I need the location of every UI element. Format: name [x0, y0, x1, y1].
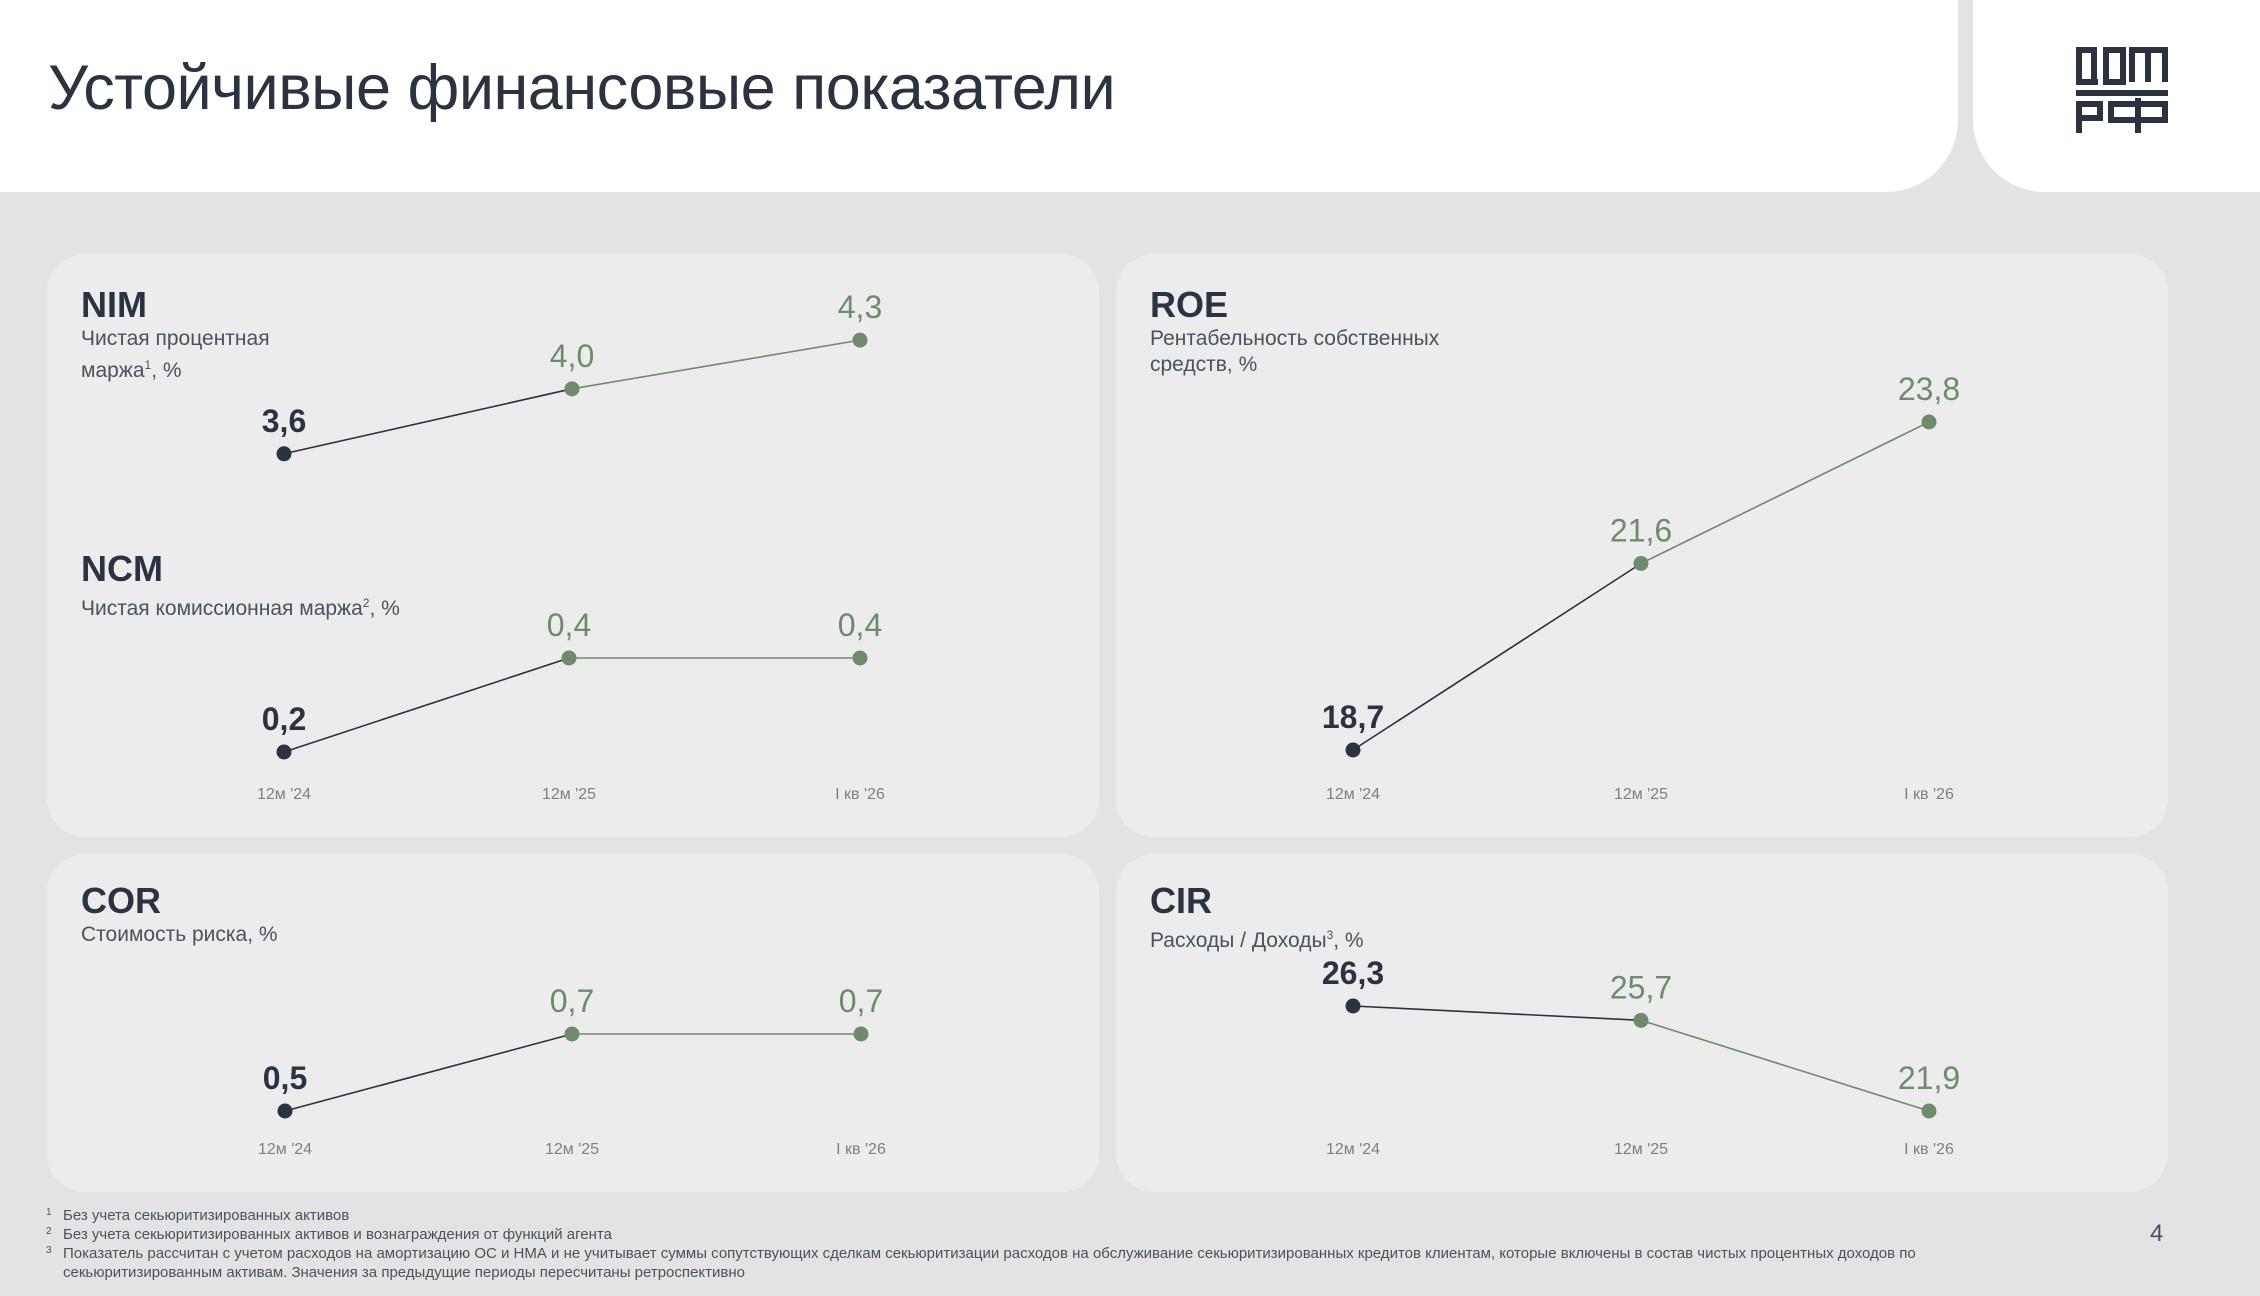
ncm-chart: 0,2 12м '24 0,4 12м '25 0,4 I кв '26 — [257, 607, 885, 803]
nim-subtitle: Чистая процентная маржа1, % — [81, 326, 321, 384]
roe-value-label-1: 21,6 — [1610, 512, 1672, 548]
ncm-x-tick-0: 12м '24 — [257, 786, 311, 803]
cir-chart: 26,3 12м '24 25,7 12м '25 21,9 I кв '26 — [1322, 955, 1960, 1158]
nim-value-label-0: 3,6 — [262, 403, 306, 439]
footnote-2: 2 Без учета секьюритизированных активов и… — [46, 1225, 2046, 1244]
ncm-x-tick-2: I кв '26 — [835, 786, 885, 803]
roe-chart: 18,7 12м '24 21,6 12м '25 23,8 I кв '26 — [1322, 371, 1960, 803]
cir-point-2 — [1921, 1103, 1937, 1119]
cir-subtitle-unit: , % — [1333, 929, 1364, 952]
cir-title: CIR — [1150, 880, 1212, 921]
ncm-subtitle-text: Чистая комиссионная маржа — [81, 597, 363, 620]
nim-segment-0 — [283, 388, 573, 455]
cir-card: CIR Расходы / Доходы3, % 26,3 12м '24 25,7… — [1116, 854, 2168, 1192]
ncm-segment-0 — [283, 657, 570, 753]
roe-x-tick-0: 12м '24 — [1326, 786, 1380, 803]
cir-segment-0 — [1352, 1005, 1642, 1022]
cor-x-tick-2: I кв '26 — [836, 1141, 886, 1158]
ncm-point-0 — [276, 744, 292, 760]
nim-segment-1 — [571, 339, 861, 390]
nim-point-0 — [276, 446, 292, 462]
ncm-value-label-2: 0,4 — [838, 607, 882, 643]
footnote-number: 2 — [46, 1226, 52, 1237]
cir-x-tick-1: 12м '25 — [1614, 1141, 1668, 1158]
roe-card: ROE Рентабельность собственных средств, … — [1116, 254, 2168, 837]
ncm-value-label-0: 0,2 — [262, 701, 306, 737]
footnote-3: 3 Показатель рассчитан с учетом расходов … — [46, 1244, 2046, 1282]
cir-footnote-ref: 3 — [1326, 928, 1334, 942]
cir-segment-1 — [1640, 1019, 1930, 1112]
cor-value-label-2: 0,7 — [839, 983, 883, 1019]
roe-point-0 — [1345, 742, 1361, 758]
ncm-footnote-ref: 2 — [362, 596, 370, 610]
cir-subtitle: Расходы / Доходы3, % — [1150, 922, 1470, 954]
cir-value-label-1: 25,7 — [1610, 969, 1672, 1005]
footnotes: 1 Без учета секьюритизированных активов 2… — [46, 1206, 2046, 1282]
cir-point-1 — [1633, 1012, 1649, 1028]
cor-value-label-1: 0,7 — [550, 983, 594, 1019]
nim-ncm-card: NIM Чистая процентная маржа1, % NCM Чист… — [47, 254, 1099, 837]
cor-point-1 — [564, 1026, 580, 1042]
footnote-number: 3 — [46, 1245, 52, 1256]
footnote-1: 1 Без учета секьюритизированных активов — [46, 1206, 2046, 1225]
nim-value-label-1: 4,0 — [550, 338, 594, 374]
page-number: 4 — [2150, 1220, 2164, 1247]
cor-point-0 — [277, 1103, 293, 1119]
cir-subtitle-text: Расходы / Доходы — [1150, 929, 1327, 952]
roe-value-label-0: 18,7 — [1322, 699, 1384, 735]
cor-chart: 0,5 12м '24 0,7 12м '25 0,7 I кв '26 — [258, 983, 886, 1158]
footnote-text: Без учета секьюритизированных активов — [63, 1207, 350, 1224]
company-logo — [2076, 47, 2168, 133]
header-bar: Устойчивые финансовые показатели — [0, 0, 1958, 192]
roe-point-1 — [1633, 555, 1649, 571]
cir-value-label-0: 26,3 — [1322, 955, 1384, 991]
cir-x-tick-2: I кв '26 — [1904, 1141, 1954, 1158]
roe-subtitle: Рентабельность собственных средств, % — [1150, 326, 1480, 378]
cor-subtitle: Стоимость риска, % — [81, 922, 401, 948]
ncm-title: NCM — [81, 548, 163, 589]
cor-card: COR Стоимость риска, % 0,5 12м '24 0,7 12м … — [47, 854, 1099, 1192]
ncm-x-tick-1: 12м '25 — [542, 786, 596, 803]
roe-point-2 — [1921, 414, 1937, 430]
cor-x-tick-1: 12м '25 — [545, 1141, 599, 1158]
nim-subtitle-text: Чистая процентная маржа — [81, 327, 270, 382]
nim-point-1 — [564, 381, 580, 397]
footnote-text: Показатель рассчитан с учетом расходов н… — [63, 1245, 1916, 1281]
cor-title: COR — [81, 880, 161, 921]
nim-point-2 — [852, 332, 868, 348]
cor-subtitle-text: Стоимость риска, % — [81, 923, 278, 946]
ncm-subtitle-unit: , % — [369, 597, 400, 620]
roe-x-tick-1: 12м '25 — [1614, 786, 1668, 803]
nim-chart: 3,6 4,0 4,3 — [262, 289, 882, 462]
cor-segment-0 — [284, 1033, 573, 1112]
nim-title: NIM — [81, 284, 147, 325]
roe-title: ROE — [1150, 284, 1229, 325]
roe-segment-0 — [1352, 562, 1642, 751]
page-title: Устойчивые финансовые показатели — [48, 53, 1116, 123]
cir-value-label-2: 21,9 — [1898, 1060, 1960, 1096]
nim-value-label-2: 4,3 — [838, 289, 882, 325]
cir-x-tick-0: 12м '24 — [1326, 1141, 1380, 1158]
cor-point-2 — [853, 1026, 869, 1042]
cir-point-0 — [1345, 998, 1361, 1014]
nim-subtitle-unit: , % — [151, 359, 182, 382]
ncm-value-label-1: 0,4 — [547, 607, 591, 643]
ncm-point-2 — [852, 650, 868, 666]
ncm-point-1 — [561, 650, 577, 666]
ncm-subtitle: Чистая комиссионная маржа2, % — [81, 590, 581, 622]
logo-box — [1973, 0, 2260, 192]
cor-value-label-0: 0,5 — [263, 1060, 307, 1096]
cor-x-tick-0: 12м '24 — [258, 1141, 312, 1158]
roe-segment-1 — [1640, 421, 1930, 565]
footnote-text: Без учета секьюритизированных активов и … — [63, 1226, 612, 1243]
roe-value-label-2: 23,8 — [1898, 371, 1960, 407]
roe-x-tick-2: I кв '26 — [1904, 786, 1954, 803]
footnote-number: 1 — [46, 1207, 52, 1218]
roe-subtitle-text: Рентабельность собственных средств, % — [1150, 327, 1440, 376]
nim-footnote-ref: 1 — [144, 358, 152, 372]
